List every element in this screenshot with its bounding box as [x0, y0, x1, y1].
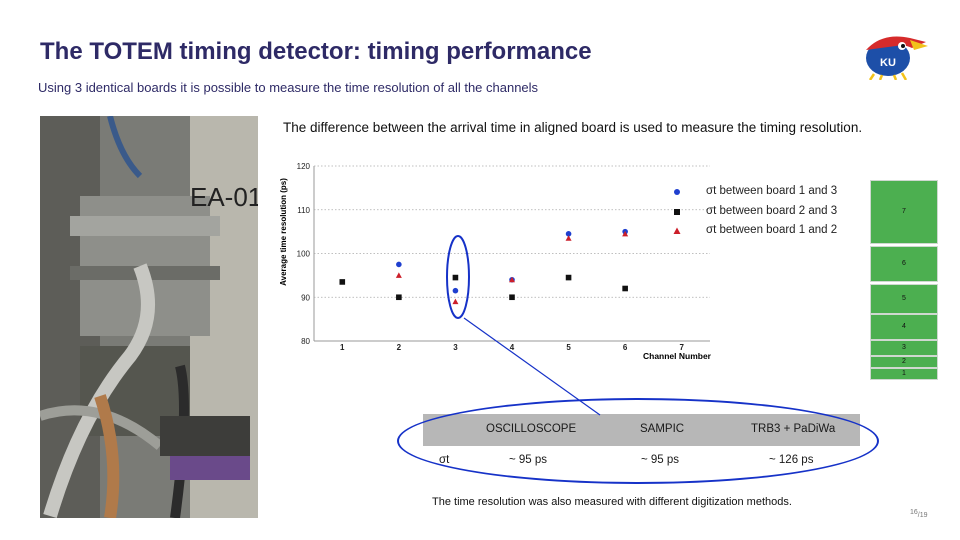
data-point — [452, 274, 459, 281]
y-tick-label: 110 — [297, 206, 310, 215]
channel-pad: 4 — [870, 314, 938, 340]
page-current: 16 — [910, 509, 918, 516]
slide-subtitle: Using 3 identical boards it is possible … — [38, 80, 539, 95]
data-point — [565, 274, 572, 281]
channel-pad: 3 — [870, 340, 938, 356]
data-point — [622, 230, 629, 237]
x-tick-label: 5 — [566, 343, 571, 352]
data-point — [622, 285, 628, 292]
y-axis-label: Average time resolution (ps) — [279, 178, 288, 286]
y-tick-label: 100 — [297, 250, 311, 259]
channel-pad: 1 — [870, 368, 938, 380]
chart-caption: The difference between the arrival time … — [283, 120, 863, 135]
triangle-marker-icon — [673, 227, 681, 234]
data-point — [509, 276, 515, 283]
x-tick-label: 3 — [453, 343, 458, 352]
channel-pad: 6 — [870, 246, 938, 282]
ku-jayhawk-logo: KU — [866, 36, 928, 80]
legend-label: σt between board 1 and 3 — [706, 185, 838, 197]
data-point — [452, 287, 459, 294]
channel-sidebars: 7 6 5 4 3 2 1 — [870, 180, 938, 380]
time-resolution-chart: Average time resolution (ps) Channel Num… — [279, 162, 712, 361]
data-point — [509, 294, 515, 301]
page-number: 16/19 — [910, 509, 928, 519]
channel-pad: 5 — [870, 284, 938, 314]
data-point — [395, 272, 402, 278]
legend-label: σt between board 2 and 3 — [706, 204, 838, 217]
logo-text: KU — [880, 57, 896, 69]
slide-title: The TOTEM timing detector: timing perfor… — [40, 38, 592, 65]
circle-marker-icon — [674, 189, 680, 195]
y-tick-label: 90 — [301, 293, 310, 302]
x-tick-label: 4 — [510, 343, 515, 352]
data-point — [396, 294, 402, 301]
data-point — [565, 235, 572, 241]
channel-pad: 2 — [870, 356, 938, 368]
table-caption: The time resolution was also measured wi… — [432, 496, 792, 508]
y-tick-label: 120 — [297, 162, 311, 171]
detector-photo: EA-01 — [40, 116, 258, 518]
x-tick-label: 7 — [679, 343, 684, 352]
data-point — [339, 279, 346, 285]
photo-wall-label: EA-01 — [190, 182, 258, 212]
x-tick-label: 1 — [340, 343, 345, 352]
y-tick-label: 80 — [301, 337, 310, 346]
data-point — [565, 231, 572, 237]
channel-pad: 7 — [870, 180, 938, 244]
page-total: /19 — [917, 512, 928, 519]
x-tick-label: 6 — [623, 343, 628, 352]
x-axis-label: Channel Number — [643, 351, 712, 361]
square-marker-icon — [674, 208, 680, 215]
data-point — [452, 298, 459, 305]
legend-label: σt between board 1 and 2 — [706, 224, 838, 236]
x-tick-label: 2 — [397, 343, 402, 352]
highlight-ellipse — [397, 398, 879, 484]
data-point — [396, 261, 402, 268]
